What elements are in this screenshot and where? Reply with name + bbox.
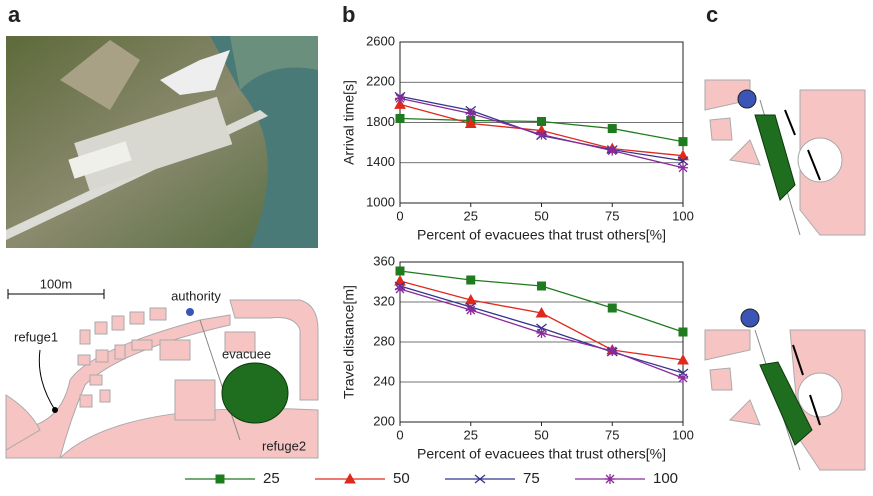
x-tick-label: 25 (464, 427, 478, 442)
snapshot-bottom (705, 290, 865, 475)
legend-label: 100 (653, 470, 678, 487)
figure: a b c 100m authority refuge1 evacuee ref… (0, 0, 873, 491)
map-label: refuge2 (262, 438, 306, 453)
y-axis-label: Travel distance[m] (341, 285, 357, 399)
panel-label: b (342, 2, 355, 27)
legend-label: 75 (523, 470, 540, 487)
map-label: authority (171, 288, 221, 303)
x-tick-label: 25 (464, 208, 478, 223)
marker (538, 282, 546, 290)
x-tick-label: 75 (605, 427, 619, 442)
marker (537, 328, 547, 338)
marker (537, 130, 547, 140)
map-label: refuge1 (14, 329, 58, 344)
legend-label: 50 (393, 470, 410, 487)
marker (396, 267, 404, 275)
x-tick-label: 0 (396, 208, 403, 223)
legend-marker (605, 474, 615, 484)
y-tick-label: 320 (373, 293, 395, 308)
marker (395, 284, 405, 294)
marker (466, 108, 476, 118)
y-tick-label: 240 (373, 373, 395, 388)
legend-label: 25 (263, 470, 280, 487)
y-tick-label: 2200 (366, 74, 395, 89)
marker (679, 328, 687, 336)
marker (679, 138, 687, 146)
marker (467, 276, 475, 284)
legend-marker (216, 475, 224, 483)
y-tick-label: 2600 (366, 33, 395, 48)
y-axis-label: Arrival time[s] (341, 80, 357, 165)
panel-label: c (706, 2, 718, 27)
y-tick-label: 1800 (366, 114, 395, 129)
scale-label: 100m (40, 276, 73, 291)
x-tick-label: 75 (605, 208, 619, 223)
marker (608, 304, 616, 312)
y-tick-label: 1400 (366, 154, 395, 169)
y-tick-label: 1000 (366, 194, 395, 209)
x-tick-label: 50 (534, 427, 548, 442)
panel-label: a (8, 2, 21, 27)
x-tick-label: 100 (672, 208, 694, 223)
y-tick-label: 200 (373, 413, 395, 428)
marker (466, 305, 476, 315)
marker (608, 125, 616, 133)
x-axis-label: Percent of evacuees that trust others[%] (417, 446, 666, 462)
x-tick-label: 100 (672, 427, 694, 442)
map (6, 282, 318, 458)
x-axis-label: Percent of evacuees that trust others[%] (417, 227, 666, 243)
marker (538, 117, 546, 125)
map-label: evacuee (222, 346, 271, 361)
marker (607, 346, 617, 356)
marker (678, 373, 688, 383)
aerial-photo (6, 36, 318, 248)
x-tick-label: 0 (396, 427, 403, 442)
series-line (400, 281, 683, 360)
marker (396, 114, 404, 122)
marker (607, 146, 617, 156)
marker (678, 163, 688, 173)
marker (395, 93, 405, 103)
y-tick-label: 280 (373, 333, 395, 348)
x-tick-label: 50 (534, 208, 548, 223)
y-tick-label: 360 (373, 253, 395, 268)
snapshot-top (705, 40, 865, 235)
